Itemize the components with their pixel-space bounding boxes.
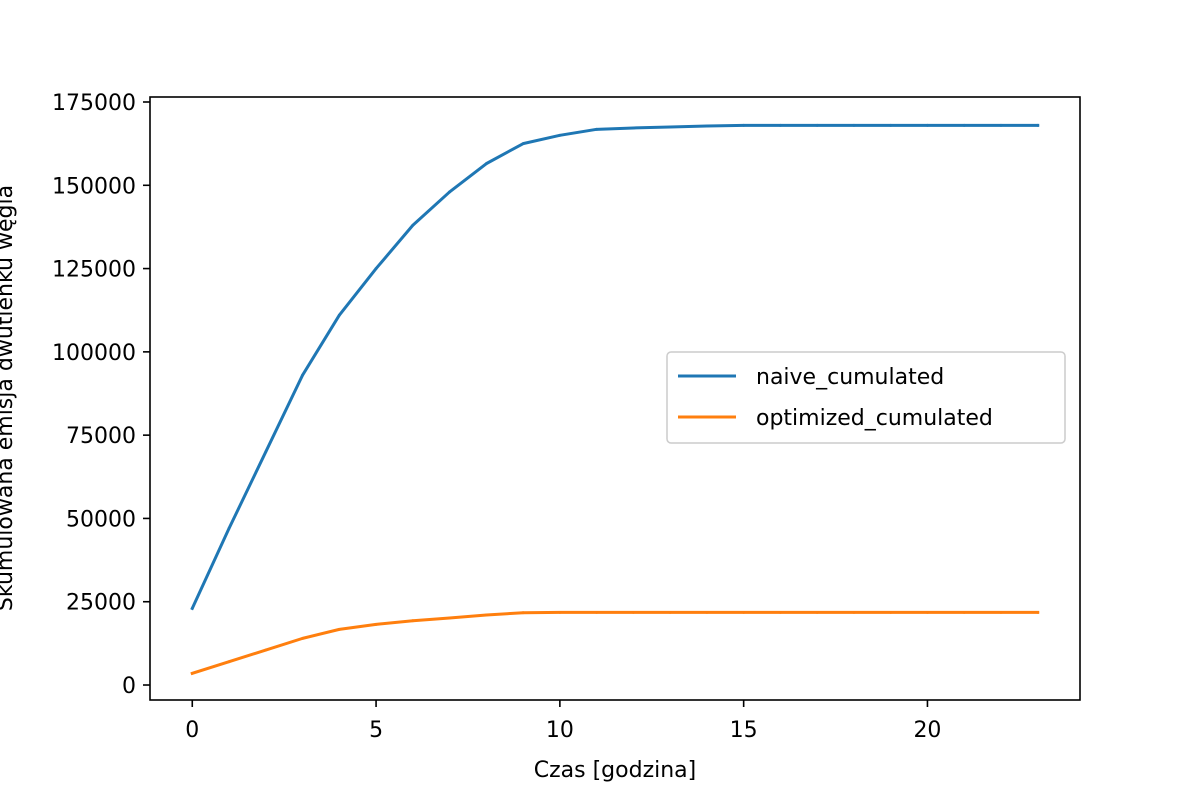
data-point-naive_cumulated [631, 126, 635, 130]
x-tick-label: 0 [185, 718, 199, 743]
data-point-optimized_cumulated [558, 610, 562, 614]
data-point-naive_cumulated [962, 123, 966, 127]
y-tick-label: 0 [122, 674, 136, 699]
y-tick-label: 150000 [52, 174, 136, 199]
data-point-naive_cumulated [595, 127, 599, 131]
data-point-naive_cumulated [484, 162, 488, 166]
legend: naive_cumulated optimized_cumulated [666, 351, 1066, 444]
data-point-naive_cumulated [1036, 123, 1040, 127]
x-axis: 0 5 10 15 20 [185, 700, 941, 743]
data-point-optimized_cumulated [999, 610, 1003, 614]
x-tick-label: 20 [913, 718, 941, 743]
data-point-optimized_cumulated [631, 610, 635, 614]
data-point-optimized_cumulated [1036, 610, 1040, 614]
data-point-optimized_cumulated [962, 610, 966, 614]
data-point-optimized_cumulated [190, 671, 194, 675]
data-point-naive_cumulated [448, 190, 451, 194]
data-point-optimized_cumulated [301, 636, 304, 640]
data-point-optimized_cumulated [742, 610, 746, 614]
data-point-optimized_cumulated [705, 610, 709, 614]
series-line-naive_cumulated [190, 123, 1040, 611]
legend-label-naive_cumulated: naive_cumulated [756, 365, 944, 390]
x-tick-label: 15 [730, 718, 758, 743]
data-point-naive_cumulated [374, 267, 378, 270]
data-point-optimized_cumulated [484, 613, 488, 617]
data-point-naive_cumulated [852, 123, 856, 127]
data-point-naive_cumulated [521, 142, 525, 146]
data-point-naive_cumulated [337, 313, 341, 317]
data-point-naive_cumulated [705, 124, 709, 128]
data-point-optimized_cumulated [374, 622, 378, 626]
data-point-naive_cumulated [227, 527, 231, 530]
data-point-naive_cumulated [926, 123, 929, 127]
legend-box [666, 351, 1066, 444]
data-point-naive_cumulated [190, 606, 194, 610]
data-point-optimized_cumulated [779, 610, 782, 614]
data-point-naive_cumulated [889, 123, 893, 127]
data-point-optimized_cumulated [227, 660, 231, 664]
series-line-optimized_cumulated [190, 610, 1040, 676]
data-point-optimized_cumulated [852, 610, 856, 614]
legend-label-optimized_cumulated: optimized_cumulated [756, 406, 993, 431]
data-point-naive_cumulated [668, 125, 672, 129]
y-axis: 0 25000 50000 75000 100000 125000 150000 175000 [52, 91, 150, 699]
data-point-optimized_cumulated [411, 619, 415, 623]
data-point-naive_cumulated [558, 133, 562, 137]
data-point-optimized_cumulated [448, 616, 451, 620]
data-point-optimized_cumulated [926, 610, 929, 614]
data-point-optimized_cumulated [595, 610, 599, 614]
y-tick-label: 50000 [66, 507, 136, 532]
data-point-optimized_cumulated [815, 610, 819, 614]
data-point-optimized_cumulated [668, 610, 672, 614]
x-tick-label: 10 [546, 718, 574, 743]
x-tick-label: 5 [369, 718, 383, 743]
x-axis-label: Czas [godzina] [534, 758, 697, 783]
data-point-optimized_cumulated [889, 610, 893, 614]
y-axis-label: Skumulowana emisja dwutlenku węgla [0, 185, 18, 611]
data-point-naive_cumulated [999, 123, 1003, 127]
plot-frame [149, 96, 1081, 701]
y-tick-label: 125000 [52, 258, 136, 283]
y-tick-label: 25000 [66, 591, 136, 616]
data-point-naive_cumulated [264, 450, 268, 454]
series-layer [190, 123, 1040, 676]
y-tick-label: 75000 [66, 424, 136, 449]
y-tick-label: 100000 [52, 341, 136, 366]
y-tick-label: 175000 [52, 91, 136, 116]
data-point-naive_cumulated [742, 123, 746, 127]
data-point-optimized_cumulated [337, 627, 341, 631]
data-point-naive_cumulated [301, 373, 304, 377]
data-point-naive_cumulated [779, 123, 782, 127]
data-point-naive_cumulated [815, 123, 819, 127]
data-point-naive_cumulated [411, 223, 415, 227]
data-point-optimized_cumulated [521, 611, 525, 615]
data-point-optimized_cumulated [264, 648, 268, 652]
